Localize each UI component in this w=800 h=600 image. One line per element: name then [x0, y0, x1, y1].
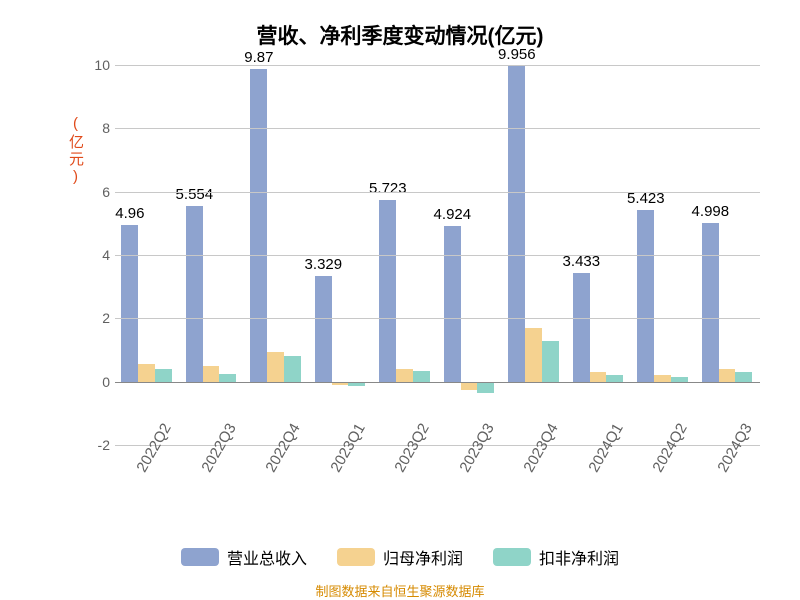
plot: 4.965.5549.873.3295.7234.9249.9563.4335.… [115, 65, 760, 445]
value-label: 4.998 [692, 203, 730, 220]
bar [590, 372, 607, 382]
legend-item: 扣非净利润 [493, 545, 619, 569]
legend-item: 营业总收入 [181, 545, 307, 569]
value-label: 9.87 [244, 49, 273, 66]
value-label: 4.96 [115, 205, 144, 222]
bar [396, 369, 413, 382]
bar [637, 210, 654, 382]
bar [735, 372, 752, 382]
y-tick: 6 [102, 184, 110, 200]
grid-line [115, 65, 760, 66]
bar [573, 273, 590, 382]
plot-area: (亿元) -20246810 4.965.5549.873.3295.7234.… [75, 65, 760, 445]
value-label: 9.956 [498, 46, 536, 63]
bar [267, 352, 284, 382]
bar [186, 206, 203, 382]
bar [508, 66, 525, 381]
bar [525, 328, 542, 382]
y-axis: -20246810 [75, 65, 115, 445]
y-tick: 10 [94, 57, 110, 73]
chart-title: 营收、净利季度变动情况(亿元) [30, 20, 770, 50]
bar [219, 374, 236, 382]
bar [444, 226, 461, 382]
legend-label: 归母净利润 [383, 545, 463, 569]
bar [155, 369, 172, 382]
y-tick: 8 [102, 120, 110, 136]
bar [250, 69, 267, 382]
legend-label: 营业总收入 [227, 545, 307, 569]
grid-line [115, 255, 760, 256]
legend-swatch [181, 548, 219, 566]
value-label: 5.554 [176, 186, 214, 203]
legend-label: 扣非净利润 [539, 545, 619, 569]
bar [284, 356, 301, 381]
grid-line [115, 128, 760, 129]
bar [379, 200, 396, 381]
value-label: 5.723 [369, 180, 407, 197]
bar [138, 364, 155, 381]
x-axis-labels: 2022Q22022Q32022Q42023Q12023Q22023Q32023… [115, 445, 760, 525]
legend: 营业总收入 归母净利润 扣非净利润 [30, 545, 770, 569]
bar [719, 369, 736, 382]
bar [542, 341, 559, 382]
chart-footer: 制图数据来自恒生聚源数据库 [30, 581, 770, 600]
legend-item: 归母净利润 [337, 545, 463, 569]
bar [121, 225, 138, 382]
bar [477, 382, 494, 393]
y-tick: -2 [98, 437, 110, 453]
value-label: 4.924 [434, 206, 472, 223]
legend-swatch [337, 548, 375, 566]
legend-swatch [493, 548, 531, 566]
bar [315, 276, 332, 381]
zero-line [115, 382, 760, 384]
bar [413, 371, 430, 382]
bar [702, 223, 719, 381]
chart-container: 营收、净利季度变动情况(亿元) (亿元) -20246810 4.965.554… [0, 0, 800, 600]
bar [203, 366, 220, 382]
y-tick: 4 [102, 247, 110, 263]
grid-line [115, 318, 760, 319]
y-tick: 2 [102, 310, 110, 326]
grid-line [115, 192, 760, 193]
y-tick: 0 [102, 374, 110, 390]
value-label: 3.329 [305, 256, 343, 273]
